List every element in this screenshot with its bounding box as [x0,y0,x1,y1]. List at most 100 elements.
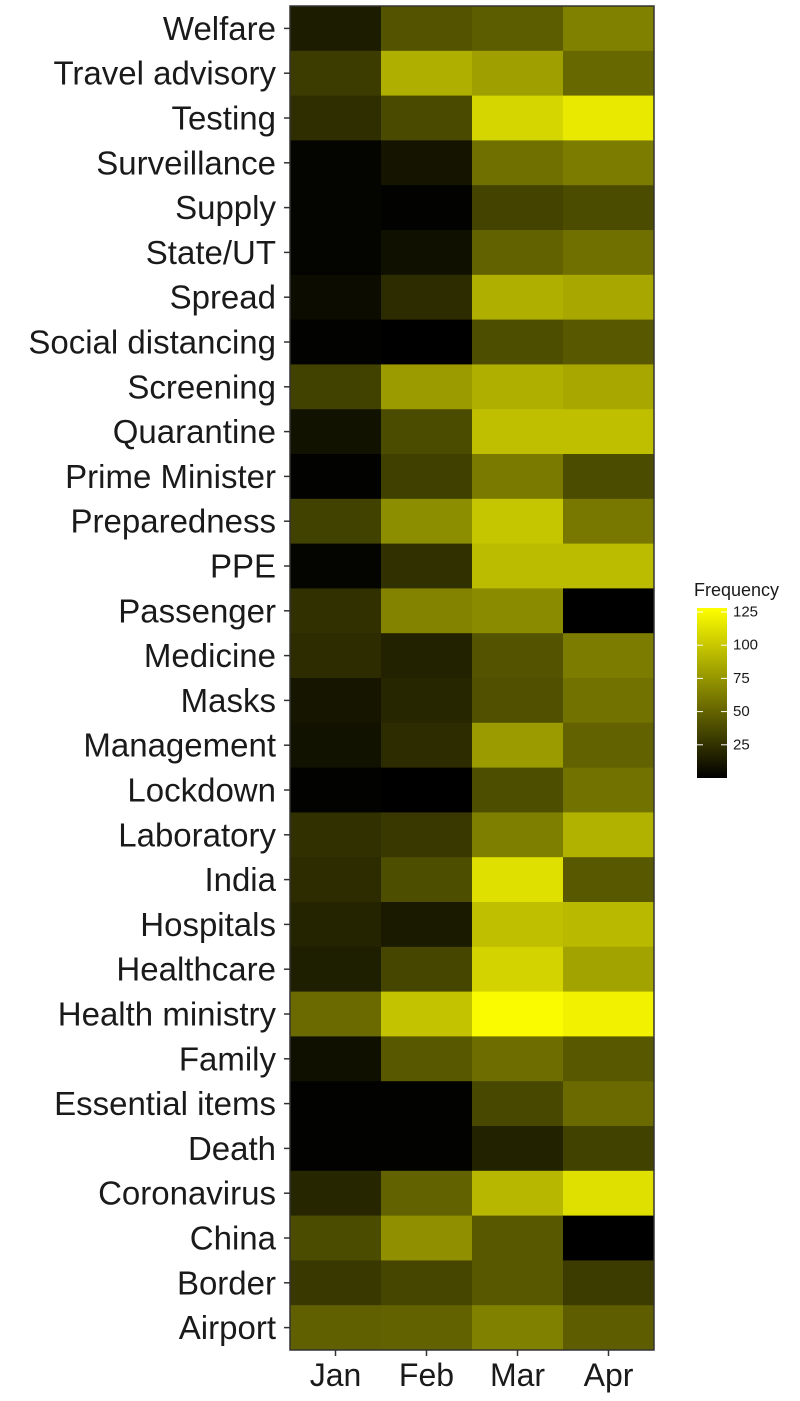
heatmap-cell [563,1170,655,1217]
x-tick-label: Feb [399,1357,454,1393]
heatmap-cell [290,498,382,545]
heatmap-cell [381,588,473,634]
heatmap-cell [381,1081,473,1127]
heatmap-cell [563,857,655,903]
heatmap-cell [381,498,473,545]
heatmap-cell [381,140,473,186]
heatmap-cell [563,230,655,276]
heatmap-cell [563,185,655,231]
heatmap-cell [290,1036,382,1082]
heatmap-cell [290,767,382,813]
heatmap-cell [290,991,382,1037]
heatmap-cell [381,1305,473,1351]
heatmap-cell [381,991,473,1037]
heatmap-cell [472,230,564,276]
heatmap-cell [290,1081,382,1127]
heatmap-cell [381,767,473,813]
heatmap-cell [381,722,473,769]
heatmap-cell [290,50,382,97]
heatmap-cell [472,1305,564,1351]
heatmap-cell [290,722,382,769]
heatmap-cell [563,364,655,410]
y-axis-labels: Welfare Travel advisory Testing Surveillanc… [28,10,290,1346]
heatmap-cells [290,6,655,1351]
heatmap-cell [472,767,564,813]
heatmap-cell [472,185,564,231]
heatmap-cell [472,498,564,545]
heatmap-cell [290,95,382,141]
heatmap-cell [290,185,382,231]
heatmap-cell [381,185,473,231]
heatmap-cell [290,1260,382,1306]
heatmap-cell [563,633,655,679]
legend-tick-label: 25 [733,736,750,753]
heatmap-cell [290,812,382,858]
legend-title: Frequency [694,580,779,600]
heatmap-cell [381,857,473,903]
y-tick-label: Preparedness [71,503,276,540]
heatmap-cell [472,1036,564,1082]
y-tick-label: State/UT [146,234,276,271]
heatmap-cell [290,319,382,365]
y-tick-label: Supply [175,189,276,226]
heatmap-cell [563,767,655,813]
heatmap-cell [472,1081,564,1127]
y-tick-label: Health ministry [58,996,277,1033]
x-tick-label: Mar [490,1357,545,1393]
heatmap-cell [472,588,564,634]
heatmap-cell [381,946,473,993]
heatmap-cell [381,319,473,365]
heatmap-cell [472,140,564,186]
legend-tick-label: 75 [733,670,750,687]
heatmap-cell [381,454,473,500]
y-tick-label: Prime Minister [65,458,276,495]
heatmap-cell [563,409,655,455]
heatmap-cell [472,1215,564,1261]
x-axis-labels: Jan Feb Mar Apr [310,1350,634,1393]
heatmap-cell [563,6,655,52]
y-tick-label: Testing [171,100,276,137]
y-tick-label: Surveillance [96,144,276,181]
heatmap-cell [563,454,655,500]
heatmap-cell [472,1126,564,1172]
heatmap-cell [381,1215,473,1261]
heatmap-cell [290,6,382,52]
heatmap-cell [381,6,473,52]
y-tick-label: Laboratory [118,816,276,853]
legend-colorbar [697,608,727,778]
heatmap-cell [563,1036,655,1082]
heatmap-cell [563,1215,655,1261]
heatmap-cell [381,633,473,679]
heatmap-cell [472,1170,564,1217]
heatmap-cell [472,319,564,365]
panel-border [289,5,655,1351]
heatmap-cell [290,230,382,276]
heatmap-cell [563,140,655,186]
heatmap-cell [563,1260,655,1306]
heatmap-cell [472,857,564,903]
heatmap-cell [290,633,382,679]
y-tick-label: Welfare [163,10,276,47]
heatmap-cell [290,409,382,455]
heatmap-cell [290,140,382,186]
heatmap-cell [472,6,564,52]
heatmap-cell [472,633,564,679]
heatmap-cell [472,722,564,769]
y-tick-label: Medicine [144,637,276,674]
heatmap-cell [381,230,473,276]
y-tick-label: Passenger [118,592,276,629]
heatmap-cell [290,678,382,724]
heatmap-cell [290,588,382,634]
heatmap-cell [472,454,564,500]
heatmap-cell [563,50,655,97]
heatmap-cell [381,812,473,858]
heatmap-cell [290,1170,382,1217]
heatmap-cell [563,1081,655,1127]
heatmap-cell [563,946,655,993]
heatmap-cell [381,95,473,141]
heatmap-cell [290,902,382,948]
heatmap-cell [381,364,473,410]
heatmap-cell [472,946,564,993]
heatmap-cell [381,1126,473,1172]
y-tick-label: Family [179,1040,277,1077]
